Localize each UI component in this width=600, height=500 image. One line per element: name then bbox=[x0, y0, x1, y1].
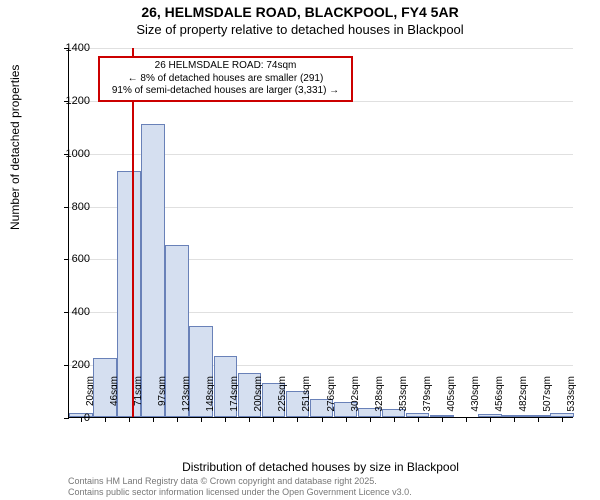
y-tick-label: 1000 bbox=[35, 148, 90, 160]
x-tick bbox=[394, 417, 395, 422]
x-tick-label: 379sqm bbox=[422, 376, 433, 420]
annotation-line3: 91% of semi-detached houses are larger (… bbox=[104, 85, 347, 98]
y-tick-label: 400 bbox=[35, 306, 90, 318]
footer-attribution: Contains HM Land Registry data © Crown c… bbox=[68, 476, 412, 498]
x-tick bbox=[322, 417, 323, 422]
x-tick-label: 482sqm bbox=[518, 376, 529, 420]
y-tick-label: 600 bbox=[35, 253, 90, 265]
annotation-box: 26 HELMSDALE ROAD: 74sqm ← 8% of detache… bbox=[98, 56, 353, 102]
y-axis-label: Number of detached properties bbox=[8, 65, 22, 230]
x-tick bbox=[105, 417, 106, 422]
annotation-line2: ← 8% of detached houses are smaller (291… bbox=[104, 73, 347, 86]
footer-line2: Contains public sector information licen… bbox=[68, 487, 412, 498]
x-tick bbox=[418, 417, 419, 422]
chart-title: 26, HELMSDALE ROAD, BLACKPOOL, FY4 5AR bbox=[0, 4, 600, 20]
annotation-line1: 26 HELMSDALE ROAD: 74sqm bbox=[104, 60, 347, 73]
x-tick bbox=[201, 417, 202, 422]
histogram-bar bbox=[141, 124, 165, 417]
chart-container: 26, HELMSDALE ROAD, BLACKPOOL, FY4 5AR S… bbox=[0, 0, 600, 500]
footer-line1: Contains HM Land Registry data © Crown c… bbox=[68, 476, 412, 487]
x-tick bbox=[370, 417, 371, 422]
x-tick bbox=[538, 417, 539, 422]
x-tick-label: 533sqm bbox=[566, 376, 577, 420]
x-tick bbox=[129, 417, 130, 422]
marker-line bbox=[132, 48, 134, 417]
y-tick-label: 200 bbox=[35, 359, 90, 371]
x-tick bbox=[273, 417, 274, 422]
x-tick bbox=[297, 417, 298, 422]
x-tick bbox=[490, 417, 491, 422]
x-tick bbox=[514, 417, 515, 422]
y-tick-label: 1200 bbox=[35, 95, 90, 107]
x-tick-label: 456sqm bbox=[494, 376, 505, 420]
x-tick bbox=[442, 417, 443, 422]
x-tick bbox=[466, 417, 467, 422]
x-tick bbox=[153, 417, 154, 422]
x-tick bbox=[249, 417, 250, 422]
x-tick bbox=[346, 417, 347, 422]
y-tick-label: 800 bbox=[35, 201, 90, 213]
gridline bbox=[69, 48, 573, 49]
y-tick-label: 0 bbox=[35, 412, 90, 424]
plot-area: 20sqm46sqm71sqm97sqm123sqm148sqm174sqm20… bbox=[68, 48, 573, 418]
x-tick bbox=[225, 417, 226, 422]
x-tick bbox=[177, 417, 178, 422]
x-tick bbox=[562, 417, 563, 422]
x-axis-label: Distribution of detached houses by size … bbox=[68, 460, 573, 474]
y-tick-label: 1400 bbox=[35, 42, 90, 54]
chart-subtitle: Size of property relative to detached ho… bbox=[0, 22, 600, 37]
x-tick-label: 405sqm bbox=[446, 376, 457, 420]
